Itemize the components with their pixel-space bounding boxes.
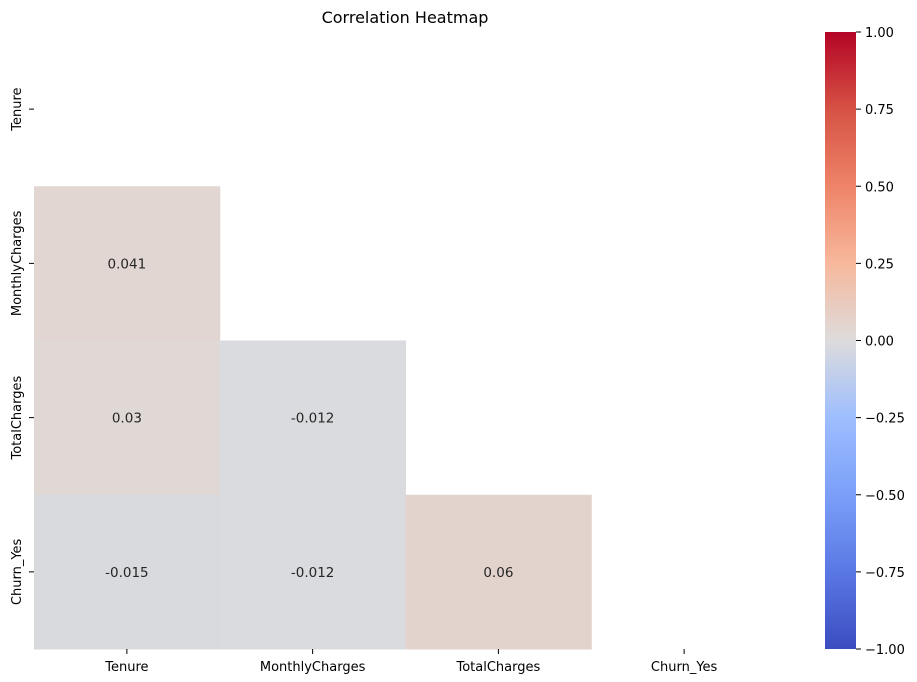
colorbar-ticks: −1.00 −0.75 −0.50 −0.25 0.00 0.25 0.50 0.75 1.00: [856, 26, 905, 658]
x-tick-label: TotalCharges: [455, 660, 540, 675]
heatmap-cell: [34, 186, 221, 341]
colorbar-tick-label: 1.00: [865, 26, 894, 41]
colorbar: −1.00 −0.75 −0.50 −0.25 0.00 0.25 0.50 0.75 1.00: [825, 26, 905, 658]
y-tick-label: Tenure: [10, 87, 25, 131]
heatmap-cell: [34, 494, 221, 650]
chart-title: Correlation Heatmap: [322, 8, 489, 27]
heatmap-cell-label: -0.015: [105, 565, 149, 581]
heatmap-cell-label: -0.012: [291, 411, 335, 427]
y-tick-label: TotalCharges: [10, 376, 25, 461]
heatmap-cell-labels: 0.041 0.03 -0.012 -0.015 -0.012 0.06: [105, 256, 513, 581]
heatmap-cell: [219, 494, 406, 650]
y-tick-label: MonthlyCharges: [10, 210, 25, 316]
heatmap-cell: [405, 494, 592, 650]
colorbar-tick-label: 0.25: [865, 257, 894, 272]
heatmap-cells: [34, 186, 592, 650]
colorbar-tick-label: 0.50: [865, 180, 894, 195]
x-tick-label: Tenure: [104, 660, 148, 675]
x-tick-label: MonthlyCharges: [260, 660, 366, 675]
colorbar-tick-label: 0.00: [865, 335, 894, 350]
heatmap-cell-label: 0.03: [112, 411, 142, 427]
heatmap-cell: [34, 340, 221, 496]
colorbar-tick-label: 0.75: [865, 103, 894, 118]
heatmap-cell-label: -0.012: [291, 565, 335, 581]
y-axis: Tenure MonthlyCharges TotalCharges Churn_Ye…: [10, 87, 34, 605]
x-tick-label: Churn_Yes: [651, 660, 718, 675]
y-tick-label: Churn_Yes: [10, 538, 25, 605]
colorbar-tick-label: −0.50: [865, 489, 905, 504]
heatmap-cell-label: 0.041: [108, 256, 147, 272]
heatmap-cell-label: 0.06: [483, 565, 513, 581]
x-axis: Tenure MonthlyCharges TotalCharges Churn_Ye…: [104, 649, 718, 675]
heatmap-cell: [219, 340, 406, 496]
colorbar-tick-label: −0.25: [865, 412, 905, 427]
colorbar-tick-label: −0.75: [865, 566, 905, 581]
colorbar-tick-label: −1.00: [865, 643, 905, 658]
colorbar-gradient: [825, 32, 856, 649]
